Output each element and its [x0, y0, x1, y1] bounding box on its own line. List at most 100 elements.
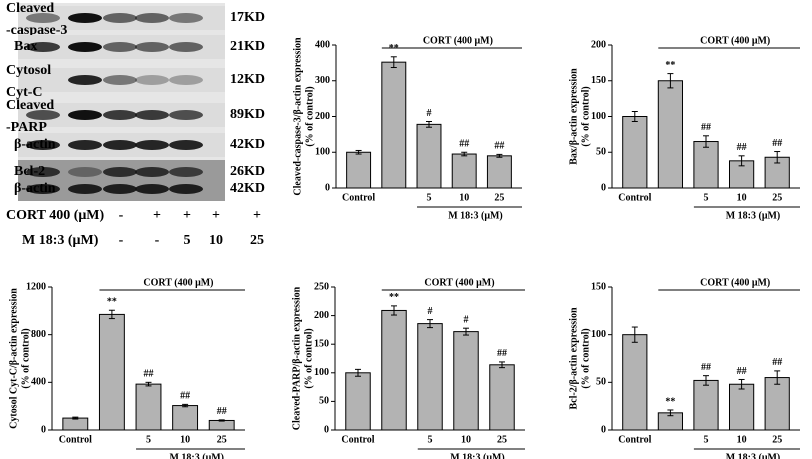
- bar: [622, 116, 648, 189]
- band: [135, 140, 169, 150]
- blot-size: 42KD: [230, 137, 265, 152]
- significance-label: ##: [459, 139, 469, 150]
- bar: [172, 405, 199, 431]
- y-tick-label: 100: [591, 111, 606, 122]
- band: [26, 184, 60, 194]
- blot-label: Cytosol: [6, 63, 51, 78]
- band: [103, 184, 137, 194]
- x-tick-label: 5: [428, 434, 433, 445]
- bar: [486, 155, 512, 189]
- y-axis-label-line: Cytosol Cyt-C/β-actin expression: [8, 288, 19, 429]
- y-tick-label: 250: [314, 281, 329, 292]
- y-tick-label: 150: [591, 75, 606, 86]
- x-tick-label: 10: [737, 192, 747, 203]
- subgroup-label: M 18:3 (μM): [169, 452, 224, 459]
- blot-size: 89KD: [230, 107, 265, 122]
- bar: [764, 377, 790, 431]
- y-tick-label: 100: [315, 147, 330, 158]
- y-axis-label-line: (% of control): [580, 328, 591, 388]
- x-tick-label: Control: [342, 192, 375, 203]
- treatment-label: CORT 400 (μM): [6, 208, 105, 223]
- treatment-value: 25: [250, 233, 264, 248]
- bar: [135, 383, 162, 431]
- band: [169, 110, 203, 120]
- x-tick-label: 10: [461, 434, 471, 445]
- band: [169, 140, 203, 150]
- significance-label: #: [427, 108, 432, 119]
- treatment-value: -: [119, 208, 124, 223]
- significance-label: ##: [497, 348, 507, 359]
- y-tick-label: 800: [31, 329, 46, 340]
- band: [103, 140, 137, 150]
- bar: [489, 364, 515, 431]
- blot-label: Bcl-2: [14, 164, 45, 179]
- bar: [346, 151, 372, 189]
- y-axis-label-line: Cleaved-PARP/β-actin expression: [291, 286, 302, 430]
- bar: [453, 331, 479, 431]
- x-tick-label: 10: [180, 434, 190, 445]
- subgroup-label: M 18:3 (μM): [450, 452, 505, 459]
- y-tick-label: 0: [601, 182, 606, 193]
- x-tick-label: 25: [772, 434, 782, 445]
- band: [135, 184, 169, 194]
- significance-label: #: [428, 306, 433, 317]
- band: [169, 42, 203, 52]
- significance-label: ##: [772, 138, 782, 149]
- y-axis-label: Bcl-2/β-actin expression (% of control): [568, 307, 591, 409]
- y-axis-label-line: (% of control): [304, 86, 315, 146]
- subgroup-label: M 18:3 (μM): [726, 452, 781, 459]
- band: [135, 110, 169, 120]
- band: [68, 13, 102, 23]
- bar: [451, 153, 477, 189]
- band: [68, 110, 102, 120]
- x-tick-label: 5: [146, 434, 151, 445]
- y-tick-label: 1200: [26, 281, 46, 292]
- subgroup-label: M 18:3 (μM): [726, 210, 781, 221]
- treatment-value: +: [183, 208, 191, 223]
- blot-label: β-actin: [14, 181, 56, 196]
- band: [68, 140, 102, 150]
- band: [169, 13, 203, 23]
- x-tick-label: 10: [737, 434, 747, 445]
- band: [169, 184, 203, 194]
- band: [26, 110, 60, 120]
- band: [103, 110, 137, 120]
- y-axis-label-line: Cleaved-caspase-3/β-actin expression: [292, 37, 303, 196]
- band: [68, 167, 102, 177]
- y-axis-label-line: Bax/β-actin expression: [568, 68, 579, 165]
- group-label: CORT (400 μM): [423, 35, 493, 46]
- significance-label: ##: [737, 142, 747, 153]
- y-tick-label: 400: [31, 377, 46, 388]
- group-label: CORT (400 μM): [700, 35, 770, 46]
- blot-label: Cleaved: [6, 1, 54, 16]
- y-tick-label: 200: [315, 111, 330, 122]
- group-label: CORT (400 μM): [143, 277, 213, 288]
- blot-size: 12KD: [230, 72, 265, 87]
- significance-label: **: [665, 396, 675, 407]
- group-label: CORT (400 μM): [700, 277, 770, 288]
- treatment-value: 10: [209, 233, 223, 248]
- y-axis-label: Bax/β-actin expression (% of control): [568, 68, 591, 165]
- blot-label: -PARP: [6, 120, 47, 135]
- blot-label: Cyt-C: [6, 85, 43, 100]
- band: [26, 13, 60, 23]
- significance-label: ##: [701, 362, 711, 373]
- y-tick-label: 200: [314, 310, 329, 321]
- bar: [657, 80, 684, 189]
- blot-label: Bax: [14, 39, 37, 54]
- band: [135, 167, 169, 177]
- significance-label: ##: [494, 141, 504, 152]
- band: [103, 13, 137, 23]
- x-tick-label: Control: [59, 434, 92, 445]
- bar: [622, 334, 648, 431]
- treatment-value: +: [212, 208, 220, 223]
- treatment-label: M 18:3 (μM): [22, 233, 99, 248]
- x-tick-label: 25: [494, 192, 504, 203]
- band: [68, 75, 102, 85]
- x-tick-label: 25: [217, 434, 227, 445]
- y-tick-label: 200: [591, 39, 606, 50]
- x-tick-label: 5: [704, 434, 709, 445]
- bar: [208, 419, 235, 431]
- band: [103, 42, 137, 52]
- blot-size: 21KD: [230, 39, 265, 54]
